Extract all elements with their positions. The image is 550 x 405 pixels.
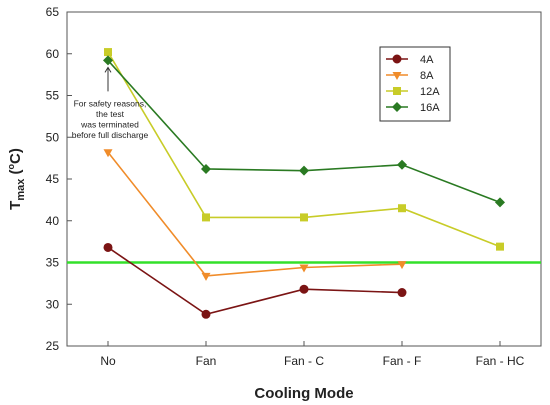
y-axis-title-unit-close: C) [7,148,24,164]
legend-label: 16A [420,102,440,114]
data-point [201,272,211,281]
data-point [103,242,113,252]
y-axis-title-sub: max [15,178,27,201]
legend-label: 8A [420,70,434,82]
data-point [103,149,113,158]
plot-area [66,11,542,347]
data-point [202,213,210,222]
annotation-line-3: was terminated [80,119,139,129]
legend-swatch-marker [393,87,401,95]
y-tick-label: 30 [46,297,60,311]
annotation-line-2: the test [96,109,125,119]
data-point [299,264,309,273]
y-tick-label: 25 [46,339,60,353]
series-16a [103,55,505,208]
x-axis: No Fan Fan - C Fan - F Fan - HC [100,341,525,368]
x-tick-label: Fan [196,354,217,368]
annotation: For safety reasons, the test was termina… [72,66,149,140]
x-axis-title: Cooling Mode [254,385,353,402]
x-tick-label: Fan - C [284,354,324,368]
data-point [103,55,113,66]
y-tick-label: 35 [46,256,60,270]
annotation-line-4: before full discharge [72,130,149,140]
y-tick-label: 40 [46,214,60,228]
legend-swatch-marker [392,54,402,64]
y-tick-label: 55 [46,89,60,103]
data-point [104,48,112,57]
data-point [495,197,505,208]
x-tick-label: No [100,354,116,368]
series-8a [103,149,407,281]
annotation-arrowhead [104,66,112,73]
y-axis-title-main: T [7,201,24,210]
y-axis-title-unit-open: ( [7,169,24,178]
data-point [299,165,309,176]
y-tick-label: 45 [46,172,60,186]
x-tick-label: Fan - HC [476,354,525,368]
y-tick-label: 60 [46,47,60,61]
y-tick-label: 65 [46,5,60,19]
data-point [398,204,406,213]
y-axis-title-unit-sup: o [6,163,16,169]
series-12a [104,48,504,251]
series-4a [103,242,407,319]
legend-swatch-marker [392,102,402,112]
data-point [201,309,211,319]
series-layer [103,48,505,319]
series-line [107,246,403,316]
data-point [496,242,504,251]
legend: 4A 8A 12A 16A [379,46,451,122]
data-point [397,288,407,298]
series-line [107,151,403,277]
data-point [299,284,309,294]
legend-label: 4A [420,54,434,66]
data-point [201,163,211,174]
annotation-line-1: For safety reasons, [74,98,147,108]
y-axis-title: Tmax (oC) [6,148,27,210]
y-axis: 25 30 35 40 45 50 55 60 65 [46,5,72,353]
data-point [397,159,407,170]
legend-label: 12A [420,86,440,98]
x-tick-label: Fan - F [383,354,422,368]
data-point [300,213,308,222]
y-tick-label: 50 [46,130,60,144]
legend-swatch-marker [392,72,402,80]
data-point [397,261,407,270]
